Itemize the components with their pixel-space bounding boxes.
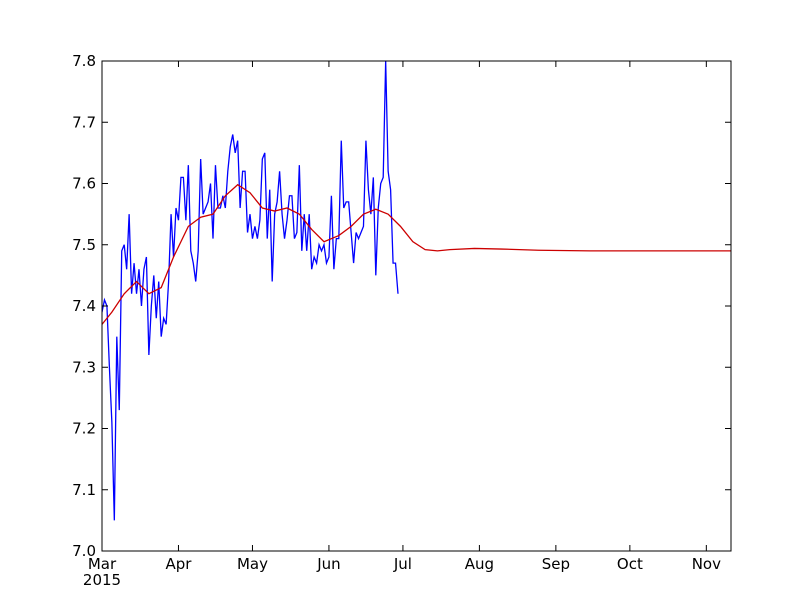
x-tick-label: Nov [692, 555, 721, 573]
x-tick-sublabel: 2015 [83, 571, 121, 589]
x-tick-label: Aug [465, 555, 494, 573]
series-line-1 [102, 61, 399, 521]
x-tick-label: Jul [393, 555, 412, 573]
x-tick-label: Sep [542, 555, 570, 573]
y-tick-label: 7.4 [72, 297, 96, 315]
x-tick-label: Mar [88, 555, 117, 573]
x-tick-label: May [237, 555, 268, 573]
y-tick-label: 7.1 [72, 481, 96, 499]
y-tick-label: 7.5 [72, 236, 96, 254]
series-line-2 [102, 183, 731, 325]
y-tick-label: 7.6 [72, 175, 96, 193]
x-tick-label: Apr [165, 555, 192, 573]
y-tick-label: 7.0 [72, 542, 96, 560]
y-tick-label: 7.7 [72, 113, 96, 131]
series-layer [102, 61, 731, 521]
y-tick-label: 7.3 [72, 358, 96, 376]
y-tick-label: 7.8 [72, 52, 96, 70]
x-tick-label: Jun [316, 555, 340, 573]
y-tick-label: 7.2 [72, 420, 96, 438]
x-tick-label: Oct [617, 555, 643, 573]
